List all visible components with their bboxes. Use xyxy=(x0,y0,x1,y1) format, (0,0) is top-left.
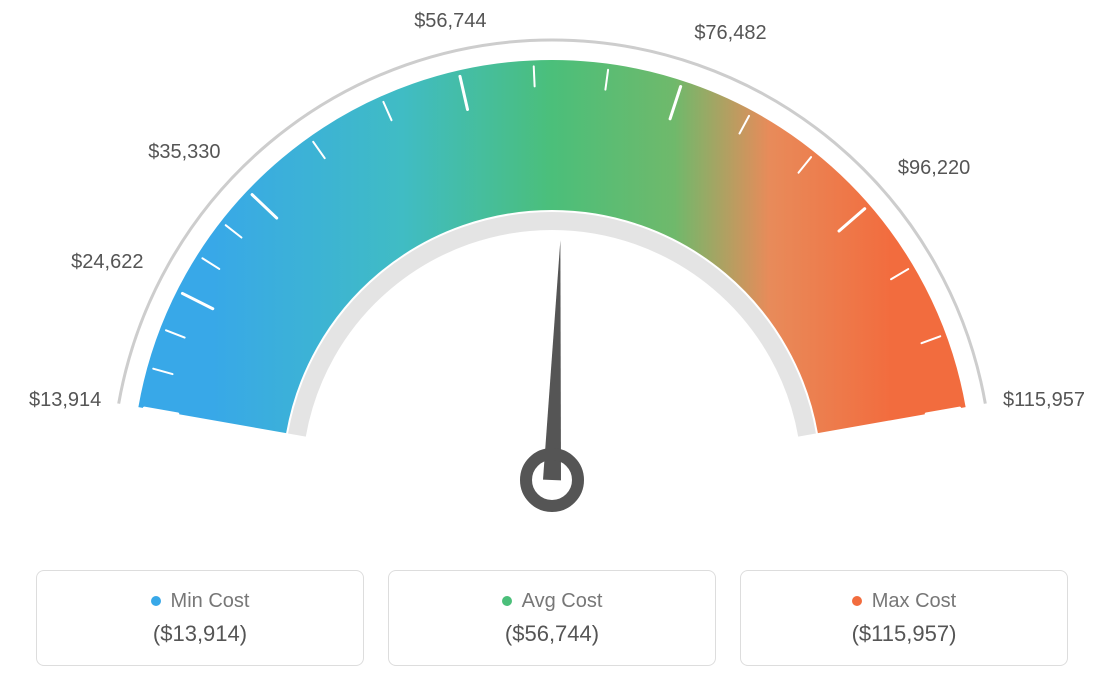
legend-value-max: ($115,957) xyxy=(852,621,957,647)
legend-title-text-avg: Avg Cost xyxy=(522,590,603,613)
gauge-tick-label: $115,957 xyxy=(1003,389,1085,412)
legend-row: Min Cost ($13,914) Avg Cost ($56,744) Ma… xyxy=(0,558,1104,690)
legend-title-text-max: Max Cost xyxy=(872,590,956,613)
legend-dot-avg xyxy=(502,596,512,606)
legend-dot-max xyxy=(852,596,862,606)
gauge-tick-label: $35,330 xyxy=(148,141,220,164)
legend-card-avg: Avg Cost ($56,744) xyxy=(388,570,716,666)
legend-title-min: Min Cost xyxy=(151,590,250,613)
gauge-svg xyxy=(0,0,1104,540)
legend-value-avg: ($56,744) xyxy=(505,621,599,647)
gauge-tick-label: $56,744 xyxy=(414,10,486,33)
gauge-tick-label: $13,914 xyxy=(29,389,101,412)
legend-dot-min xyxy=(151,596,161,606)
legend-title-text-min: Min Cost xyxy=(171,590,250,613)
legend-card-max: Max Cost ($115,957) xyxy=(740,570,1068,666)
legend-value-min: ($13,914) xyxy=(153,621,247,647)
legend-card-min: Min Cost ($13,914) xyxy=(36,570,364,666)
legend-title-max: Max Cost xyxy=(852,590,956,613)
gauge-tick-label: $96,220 xyxy=(898,157,970,180)
legend-title-avg: Avg Cost xyxy=(502,590,603,613)
gauge-tick-label: $76,482 xyxy=(694,22,766,45)
gauge-tick-label: $24,622 xyxy=(71,251,143,274)
gauge-chart: $13,914 $24,622 $35,330 $56,744 $76,482 $96,2… xyxy=(0,0,1104,540)
